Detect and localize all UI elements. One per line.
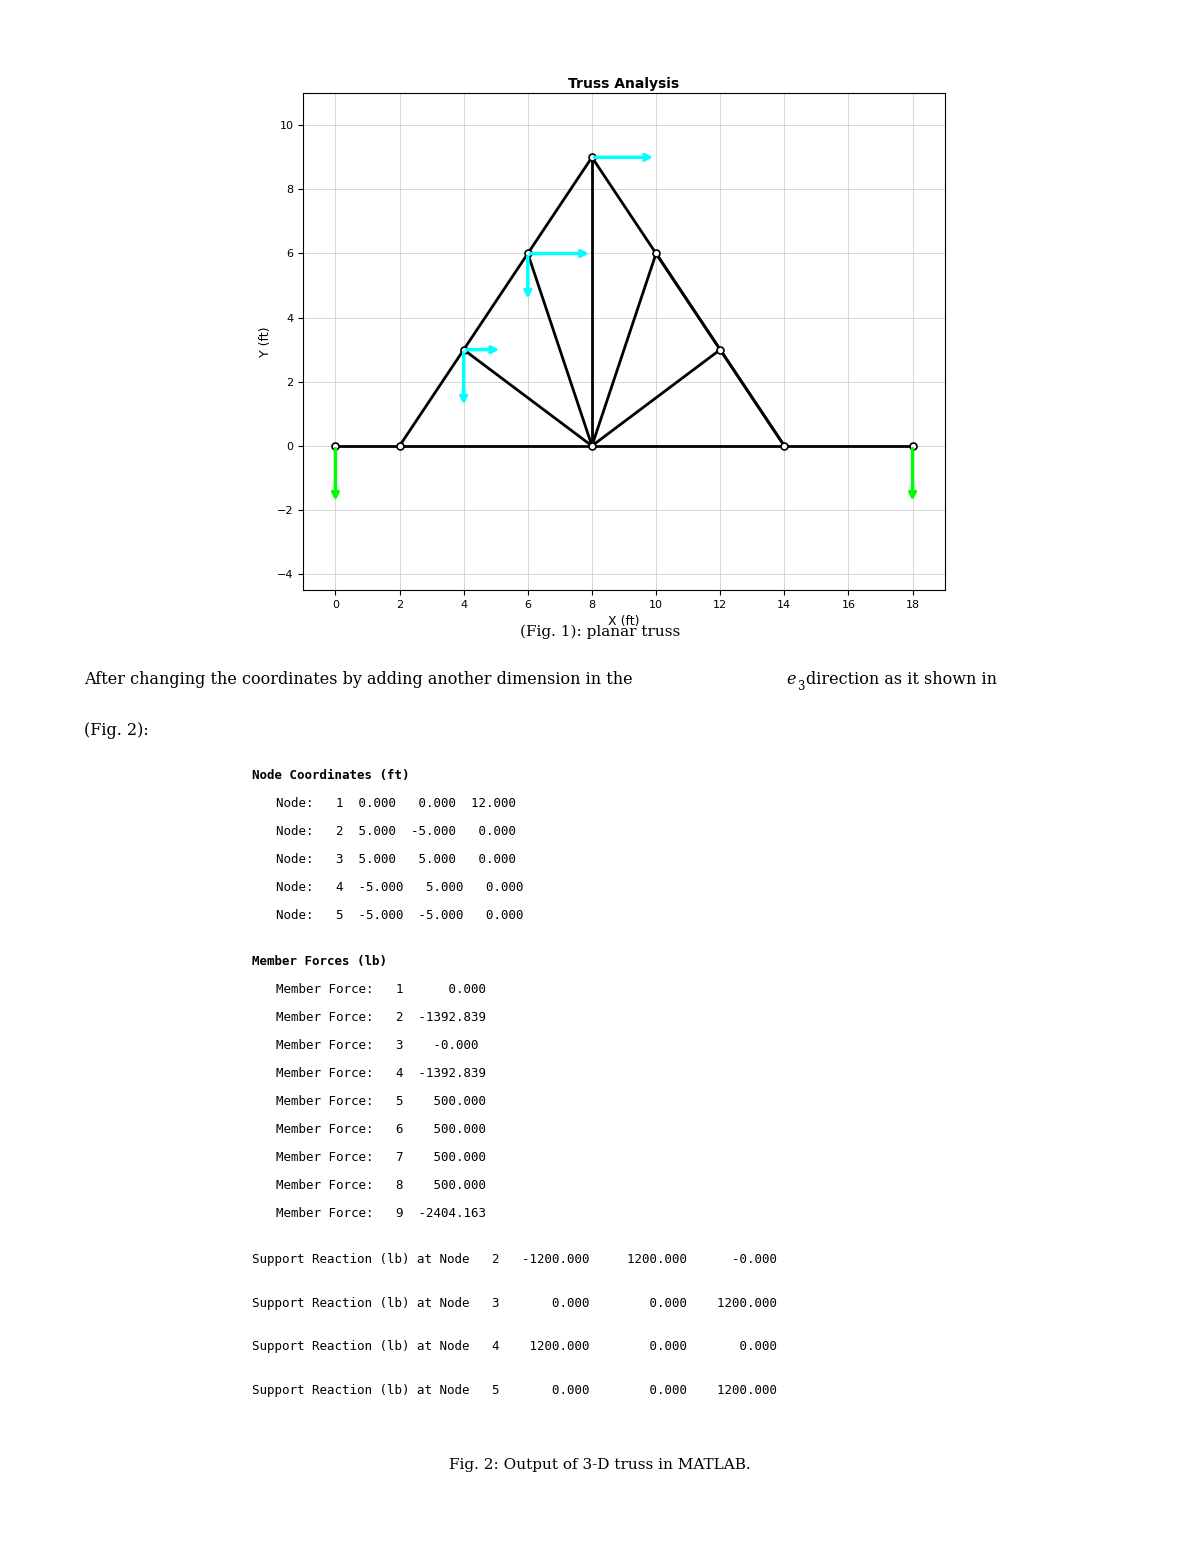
Text: Member Force:   5    500.000: Member Force: 5 500.000 [276,1095,486,1107]
Text: (Fig. 1): planar truss: (Fig. 1): planar truss [520,624,680,638]
Text: Node:   4  -5.000   5.000   0.000: Node: 4 -5.000 5.000 0.000 [276,881,523,893]
Text: Support Reaction (lb) at Node   4    1200.000        0.000       0.000: Support Reaction (lb) at Node 4 1200.000… [252,1340,778,1353]
Text: Node Coordinates (ft): Node Coordinates (ft) [252,769,409,781]
Text: e: e [786,671,796,688]
Y-axis label: Y (ft): Y (ft) [259,326,271,357]
Text: Support Reaction (lb) at Node   2   -1200.000     1200.000      -0.000: Support Reaction (lb) at Node 2 -1200.00… [252,1253,778,1266]
Text: Node:   1  0.000   0.000  12.000: Node: 1 0.000 0.000 12.000 [276,797,516,809]
Text: After changing the coordinates by adding another dimension in the: After changing the coordinates by adding… [84,671,637,688]
X-axis label: X (ft): X (ft) [608,615,640,629]
Text: Node:   2  5.000  -5.000   0.000: Node: 2 5.000 -5.000 0.000 [276,825,516,837]
Text: Support Reaction (lb) at Node   3       0.000        0.000    1200.000: Support Reaction (lb) at Node 3 0.000 0.… [252,1297,778,1309]
Text: Member Force:   1      0.000: Member Force: 1 0.000 [276,983,486,995]
Text: Node:   5  -5.000  -5.000   0.000: Node: 5 -5.000 -5.000 0.000 [276,909,523,921]
Text: Support Reaction (lb) at Node   5       0.000        0.000    1200.000: Support Reaction (lb) at Node 5 0.000 0.… [252,1384,778,1396]
Text: Member Force:   8    500.000: Member Force: 8 500.000 [276,1179,486,1191]
Text: Member Force:   7    500.000: Member Force: 7 500.000 [276,1151,486,1163]
Title: Truss Analysis: Truss Analysis [569,76,679,90]
Text: Member Force:   3    -0.000: Member Force: 3 -0.000 [276,1039,479,1051]
Text: (Fig. 2):: (Fig. 2): [84,722,149,739]
Text: 3: 3 [797,680,804,693]
Text: Member Force:   9  -2404.163: Member Force: 9 -2404.163 [276,1207,486,1219]
Text: Member Force:   4  -1392.839: Member Force: 4 -1392.839 [276,1067,486,1079]
Text: Node:   3  5.000   5.000   0.000: Node: 3 5.000 5.000 0.000 [276,853,516,865]
Text: Member Force:   6    500.000: Member Force: 6 500.000 [276,1123,486,1135]
Text: direction as it shown in: direction as it shown in [806,671,997,688]
Text: Fig. 2: Output of 3-D truss in MATLAB.: Fig. 2: Output of 3-D truss in MATLAB. [449,1458,751,1472]
Text: Member Forces (lb): Member Forces (lb) [252,955,386,968]
Text: Member Force:   2  -1392.839: Member Force: 2 -1392.839 [276,1011,486,1023]
